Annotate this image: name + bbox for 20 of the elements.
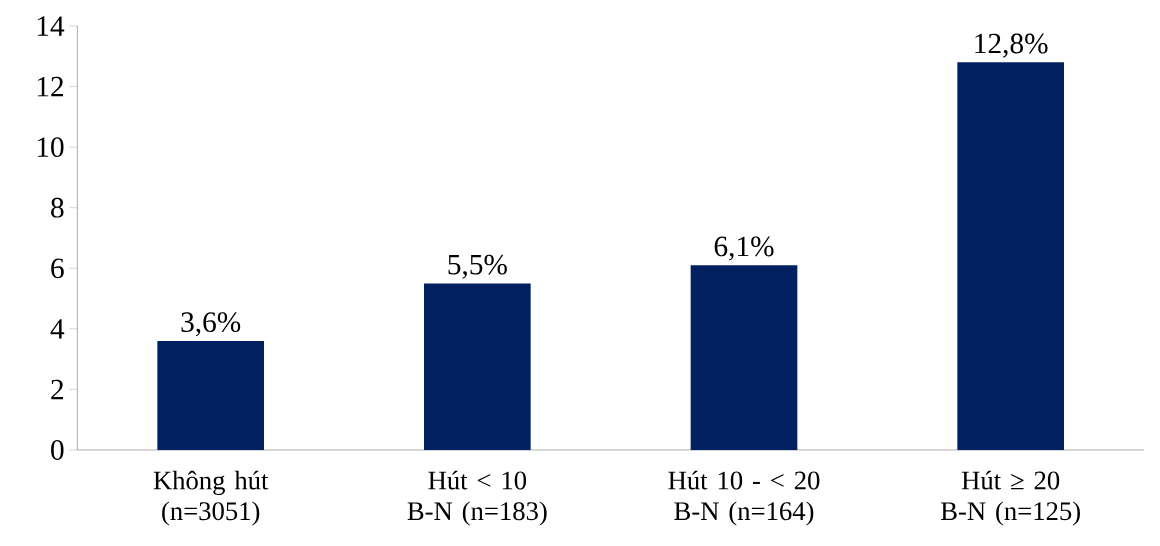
y-tick-label: 2 [51,379,64,400]
y-tick-label: 10 [37,137,64,158]
data-label: 6,1% [714,236,774,261]
y-tick-label: 0 [51,440,64,460]
data-label: 5,5% [448,254,507,279]
x-tick-label: Không hút (n=3051) [153,470,269,526]
y-tick-label: 14 [37,16,65,36]
y-tick-label: 4 [50,319,65,339]
y-tick-label: 12 [37,76,64,97]
x-tick-label: Hút ≥ 20 B-N (n=125) [940,470,1080,526]
y-tick-label: 8 [51,197,64,218]
bar [157,340,265,450]
bar [424,283,531,450]
bar [690,265,798,450]
data-label: 12,8% [975,33,1048,58]
bar [957,62,1064,450]
y-tick-label: 6 [51,258,64,279]
x-tick-label: Hút < 10 B-N (n=183) [407,470,547,526]
x-tick-label: Hút 10 - < 20 B-N (n=164) [668,470,820,526]
data-label: 3,6% [181,312,241,337]
